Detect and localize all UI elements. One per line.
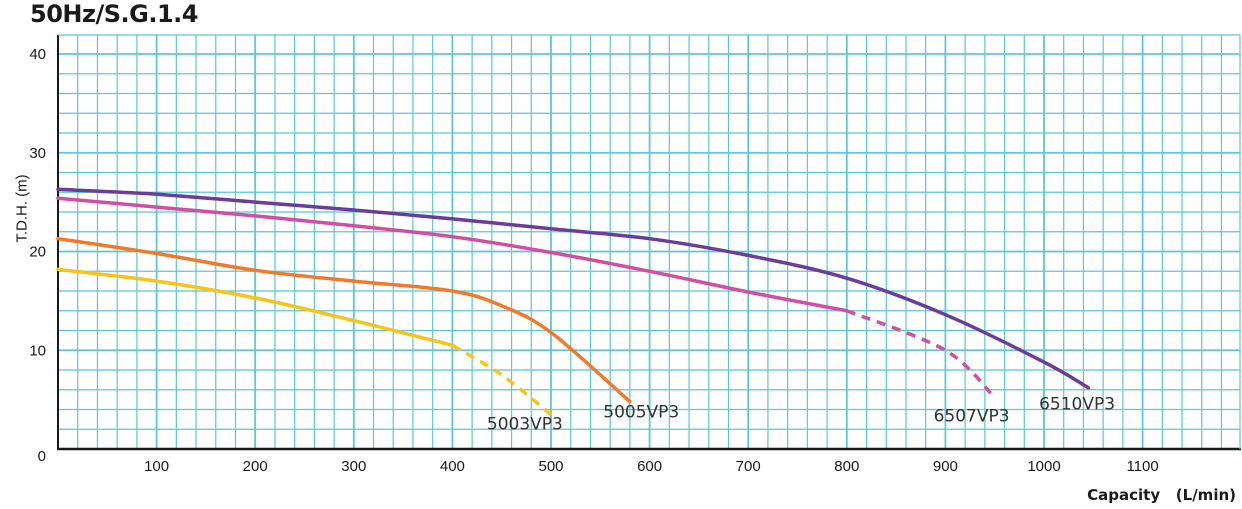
series-line-6510vp3: [56, 187, 1091, 390]
x-tick-label: 900: [933, 458, 958, 475]
x-tick-label: 1100: [1126, 458, 1158, 475]
x-tick-label: 500: [538, 458, 563, 475]
series-dashed-5003vp3: [451, 343, 553, 416]
series-line-6507vp3: [56, 196, 849, 313]
series-label-6510vp3: 6510VP3: [1039, 395, 1115, 415]
series-label-5003vp3: 5003VP3: [487, 414, 563, 434]
x-tick-label: 300: [341, 458, 366, 475]
y-tick-label: 30: [29, 145, 46, 162]
y-tick-label: 10: [29, 342, 46, 359]
series-label-6507vp3: 6507VP3: [934, 406, 1010, 426]
x-tick-label: 400: [440, 458, 465, 475]
series-labels: 5003VP3 5005VP3 6507VP3 6510VP3: [487, 395, 1115, 435]
x-tick-label: 600: [637, 458, 662, 475]
x-axis-label: Capacity (L/min): [1087, 486, 1236, 504]
y-tick-label: 0: [38, 448, 46, 465]
chart-title: 50Hz/S.G.1.4: [30, 0, 198, 28]
x-tick-label: 200: [243, 458, 268, 475]
series-label-5005vp3: 5005VP3: [603, 402, 679, 422]
x-tick-label: 700: [736, 458, 761, 475]
axes: [57, 34, 1241, 451]
series-line-5005vp3: [56, 236, 632, 404]
x-tick-label: 800: [834, 458, 859, 475]
x-tick-label: 1000: [1027, 458, 1060, 475]
series-dashed-6507vp3: [846, 309, 996, 399]
tick-labels: 100 200 300 400 500 600 700 800 900 1000 1100 0 10 20…: [29, 46, 1158, 475]
grid: [58, 35, 1240, 449]
x-tick-label: 100: [144, 458, 169, 475]
y-tick-label: 20: [29, 244, 46, 261]
series-line-5003vp3: [56, 267, 455, 348]
y-tick-label: 40: [29, 46, 46, 63]
series-lines: [56, 187, 1091, 416]
